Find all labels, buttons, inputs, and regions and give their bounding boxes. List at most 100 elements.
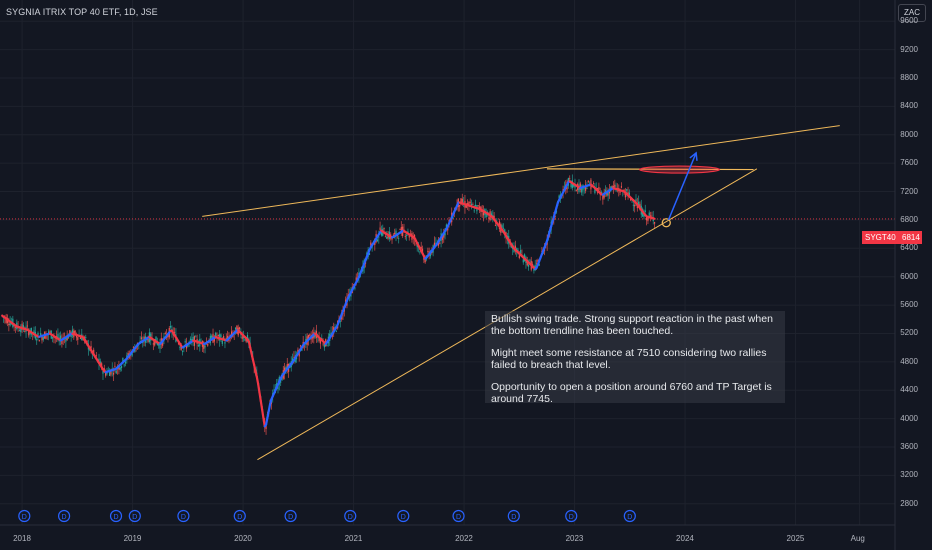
candle-body bbox=[459, 204, 461, 207]
x-tick-label: 2025 bbox=[786, 534, 805, 543]
candle-body bbox=[606, 192, 608, 196]
candle-body bbox=[538, 264, 540, 266]
candle-body bbox=[335, 331, 337, 333]
candle-body bbox=[383, 227, 385, 229]
candle-body bbox=[215, 332, 217, 338]
dividend-icon: D bbox=[18, 509, 31, 523]
candle-body bbox=[537, 259, 539, 263]
candle-body bbox=[134, 348, 136, 353]
dividend-icon: D bbox=[452, 509, 465, 523]
price-axis[interactable]: 2800 3200 3600 4000 4400 4800 5200 5600 6000 6400… bbox=[868, 0, 932, 550]
y-tick-label: 6400 bbox=[900, 243, 918, 253]
candle-body bbox=[22, 325, 25, 330]
candle-body bbox=[57, 334, 59, 340]
candle-body bbox=[534, 265, 536, 269]
upper-trendline bbox=[202, 125, 840, 217]
trade-note[interactable]: Bullish swing trade. Strong support reac… bbox=[485, 311, 785, 405]
candle-body bbox=[419, 251, 421, 253]
candle-body bbox=[554, 215, 556, 217]
candle-body bbox=[265, 425, 267, 429]
dividend-icon-ring bbox=[284, 509, 297, 523]
candle-body bbox=[424, 257, 426, 263]
candle-body bbox=[514, 245, 516, 249]
dividend-icon: D bbox=[507, 509, 520, 523]
dividend-icon-ring bbox=[452, 509, 465, 523]
candle-body bbox=[105, 372, 107, 376]
currency-button[interactable]: ZAC bbox=[898, 4, 926, 22]
candle-body bbox=[465, 205, 467, 208]
ma-segment bbox=[266, 409, 270, 419]
candle-body bbox=[535, 263, 538, 265]
y-tick-label: 7200 bbox=[900, 186, 918, 196]
y-tick-label: 9600 bbox=[900, 16, 918, 26]
candle-body bbox=[429, 253, 432, 257]
target-arrow-head bbox=[689, 151, 698, 161]
candle-body bbox=[592, 183, 595, 184]
candle-body bbox=[164, 332, 166, 334]
candle-body bbox=[280, 381, 282, 383]
candle-body bbox=[603, 193, 605, 198]
candle-body bbox=[110, 369, 112, 375]
candle-body bbox=[69, 330, 71, 335]
candle-body bbox=[131, 351, 133, 356]
candle-body bbox=[24, 331, 26, 333]
dividend-icon: D bbox=[397, 509, 410, 523]
candle-body bbox=[155, 336, 157, 344]
dividend-icon-ring bbox=[565, 509, 578, 523]
y-tick-label: 6800 bbox=[900, 214, 918, 224]
x-tick-label: 2020 bbox=[234, 534, 252, 543]
candle-body bbox=[502, 227, 505, 229]
candle-body bbox=[649, 215, 652, 217]
dividend-icon-letter: D bbox=[288, 514, 293, 521]
candle-body bbox=[619, 191, 621, 193]
dividend-icon-letter: D bbox=[511, 514, 516, 521]
candle-body bbox=[140, 337, 143, 339]
candle-body bbox=[59, 335, 62, 340]
candle-body bbox=[647, 216, 649, 222]
resistance-zone bbox=[638, 165, 721, 174]
dividend-icon: D bbox=[565, 509, 578, 523]
candle-body bbox=[112, 373, 115, 375]
candle-body bbox=[467, 203, 469, 205]
candle-body bbox=[281, 377, 283, 381]
candle-body bbox=[286, 364, 288, 370]
candle-body bbox=[217, 334, 219, 337]
candle-body bbox=[439, 242, 441, 244]
target-arrow bbox=[667, 152, 697, 221]
candle-body bbox=[583, 187, 585, 189]
candle-body bbox=[45, 333, 47, 339]
y-tick-label: 8800 bbox=[900, 73, 918, 83]
candle-body bbox=[469, 201, 471, 203]
candle-body bbox=[122, 357, 124, 363]
candle-body bbox=[323, 344, 326, 348]
dividend-icon-ring bbox=[507, 509, 520, 523]
candle-body bbox=[433, 242, 436, 248]
candle-body bbox=[322, 343, 324, 345]
candle-body bbox=[314, 334, 316, 338]
candle-body bbox=[29, 332, 31, 335]
candle-body bbox=[624, 194, 626, 198]
candle-body bbox=[154, 339, 156, 346]
candle-body bbox=[602, 193, 604, 200]
candle-body bbox=[18, 330, 21, 331]
candle-body bbox=[132, 347, 135, 349]
candle-body bbox=[370, 242, 372, 248]
note-paragraph: Opportunity to open a position around 67… bbox=[491, 381, 772, 405]
y-tick-label: 8400 bbox=[900, 101, 918, 111]
candle-body bbox=[570, 182, 572, 188]
candle-body bbox=[20, 328, 22, 333]
y-tick-label: 9200 bbox=[900, 44, 918, 54]
dividend-icon: D bbox=[344, 509, 357, 523]
candle-body bbox=[123, 364, 125, 366]
candle-body bbox=[299, 345, 302, 347]
candle-body bbox=[37, 332, 39, 335]
candle-body bbox=[197, 345, 200, 347]
candle-body bbox=[355, 277, 357, 281]
dividend-icon-letter: D bbox=[237, 514, 242, 521]
y-tick-label: 4400 bbox=[900, 385, 918, 395]
ma-segment bbox=[255, 375, 260, 385]
y-tick-label: 8000 bbox=[900, 129, 918, 139]
candle-body bbox=[192, 336, 194, 342]
candle-body bbox=[14, 327, 17, 328]
